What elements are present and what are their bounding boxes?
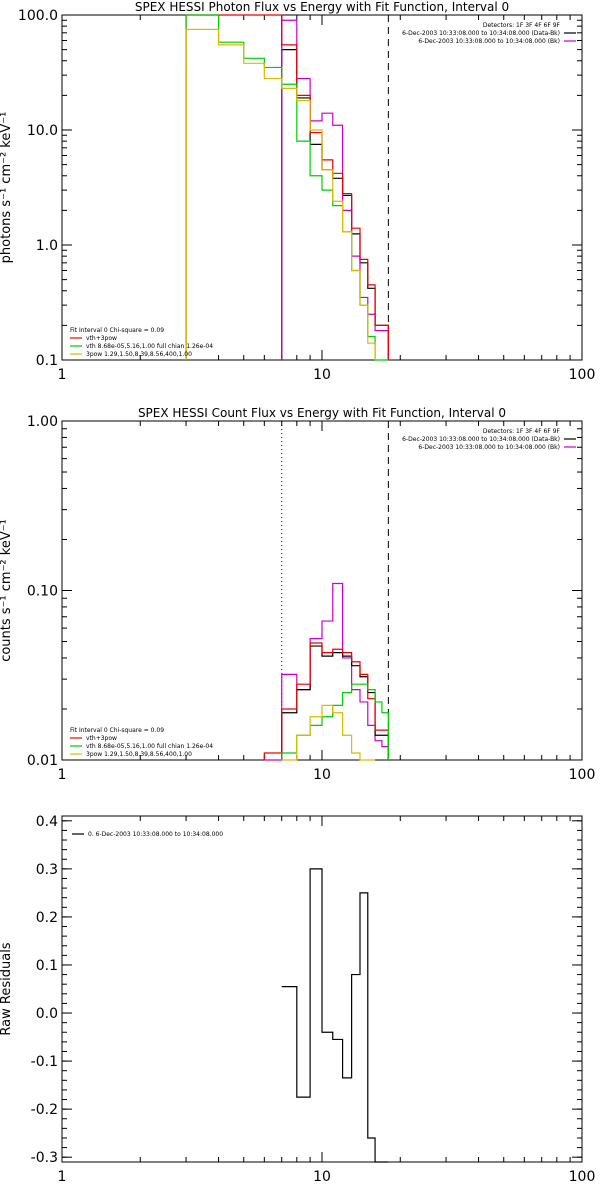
histogram-series-4 [185,28,376,360]
y-axis-label: counts s⁻¹ cm⁻² keV⁻¹ [0,519,14,662]
y-tick-label: 0.1 [36,353,58,369]
y-tick-label: 0.01 [27,753,58,769]
x-tick-label: 1 [58,767,67,783]
x-tick-label: 1 [58,367,67,383]
legend-text: vth 8.68e-05,5.16,1.00 full chian 1.26e-… [86,743,213,750]
legend-text: Detectors: 1F 3F 4F 6F 9F [483,428,561,435]
legend-text: vth+3pow [86,735,117,742]
x-tick-label: 10 [313,767,331,783]
y-tick-label: 0.2 [36,910,58,926]
legend-text: 6-Dec-2003 10:33:08.000 to 10:34:08.000 … [402,30,560,37]
histogram-series-3 [281,683,389,760]
y-tick-label: 0.3 [36,862,58,878]
x-tick-label: 10 [313,1169,331,1185]
y-tick-label: 100.0 [18,8,58,24]
y-axis-label: photons s⁻¹ cm⁻² keV⁻¹ [0,112,14,264]
x-tick-label: 1 [58,1169,67,1185]
y-tick-label: -0.1 [31,1054,58,1070]
histogram-series-1 [281,645,389,760]
legend-text: 6-Dec-2003 10:33:08.000 to 10:34:08.000 … [418,444,560,451]
histogram-series-0 [281,868,389,1163]
histogram-series-4 [281,704,376,761]
x-tick-label: 100 [569,767,596,783]
legend-text: Fit Interval 0 Chi-square = 0.09 [70,727,164,734]
histogram-series-2 [185,14,389,360]
legend-text: 6-Dec-2003 10:33:08.000 to 10:34:08.000 … [402,436,560,443]
legend-text: vth 8.68e-05,5.16,1.00 full chian 1.26e-… [86,343,213,350]
y-tick-label: -0.3 [31,1150,58,1166]
y-tick-label: 1.0 [36,238,58,254]
x-tick-label: 100 [569,1169,596,1185]
y-tick-label: 0.10 [27,584,58,600]
legend-text: 0. 6-Dec-2003 10:33:08.000 to 10:34:08.0… [88,831,223,838]
legend-text: 3pow 1.29,1.50,8.39,8.56,400,1.00 [86,351,192,358]
y-tick-label: 10.0 [27,123,58,139]
legend-text: 3pow 1.29,1.50,8.39,8.56,400,1.00 [86,751,192,758]
histogram-series-0 [281,49,389,360]
legend-text: Fit Interval 0 Chi-square = 0.09 [70,327,164,334]
histogram-series-1 [281,19,389,360]
histogram-series-2 [263,642,389,760]
histogram-series-0 [264,582,389,761]
histogram-series-3 [185,14,389,361]
legend-text: vth+3pow [86,335,117,342]
legend-text: 6-Dec-2003 10:33:08.000 to 10:34:08.000 … [418,38,560,45]
y-tick-label: 0.1 [36,958,58,974]
y-tick-label: -0.2 [31,1102,58,1118]
x-tick-label: 10 [313,367,331,383]
y-tick-label: 0.0 [36,1006,58,1022]
x-tick-label: 100 [569,367,596,383]
chart-title: SPEX HESSI Count Flux vs Energy with Fit… [138,406,506,420]
y-tick-label: 1.00 [27,414,58,430]
y-axis-label: Raw Residuals [0,942,14,1035]
y-tick-label: 0.4 [36,814,58,830]
legend-text: Detectors: 1F 3F 4F 6F 9F [483,22,561,29]
chart-title: SPEX HESSI Photon Flux vs Energy with Fi… [135,0,509,14]
